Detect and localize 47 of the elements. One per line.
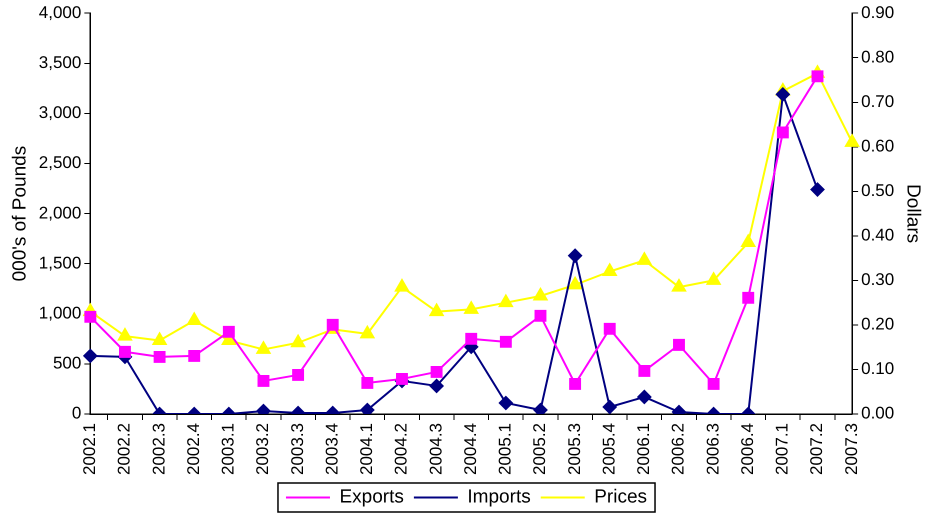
x-tick-label: 2004.4 <box>460 423 480 476</box>
x-tick-label: 2002.2 <box>114 423 134 476</box>
legend-label: Imports <box>467 486 531 508</box>
x-tick-label: 2006.4 <box>738 423 757 476</box>
y-tick-label: 2,500 <box>38 153 82 172</box>
y2-tick-label: 0.00 <box>861 404 894 423</box>
legend-label: Exports <box>339 486 404 508</box>
x-tick-label: 2007.1 <box>772 423 792 476</box>
y2-tick-label: 0.10 <box>861 359 894 378</box>
y2-tick-label: 0.70 <box>861 92 894 111</box>
x-tick-label: 2006.3 <box>703 423 722 476</box>
x-tick-label: 2002.1 <box>80 423 100 476</box>
y-tick-label: 1,500 <box>38 253 82 272</box>
x-tick-label: 2005.4 <box>599 423 618 476</box>
y2-tick-label: 0.80 <box>861 47 894 66</box>
x-tick-label: 2007.2 <box>807 423 826 476</box>
y2-tick-label: 0.90 <box>861 2 894 22</box>
y-axis-title: 000's of Pounds <box>10 146 31 282</box>
x-tick-label: 2005.3 <box>564 423 584 476</box>
y2-tick-label: 0.30 <box>861 270 894 290</box>
y2-tick-label: 0.60 <box>861 136 894 156</box>
x-tick-label: 2002.3 <box>149 423 168 476</box>
x-tick-label: 2003.1 <box>218 423 238 476</box>
y-tick-label: 2,000 <box>38 203 82 222</box>
x-tick-label: 2003.2 <box>253 423 272 476</box>
y-tick-label: 3,000 <box>38 103 82 122</box>
y-tick-label: 4,000 <box>38 2 82 22</box>
x-tick-label: 2007.3 <box>842 423 861 476</box>
y-tick-label: 0 <box>72 404 82 423</box>
y2-tick-label: 0.40 <box>861 226 894 245</box>
x-tick-label: 2003.4 <box>322 423 342 476</box>
x-tick-label: 2003.3 <box>288 423 307 476</box>
y2-tick-label: 0.20 <box>861 314 894 334</box>
legend-label: Prices <box>594 486 648 508</box>
x-tick-label: 2005.2 <box>530 423 550 476</box>
y-tick-label: 1,000 <box>38 303 82 322</box>
y-tick-label: 500 <box>52 354 82 373</box>
x-tick-label: 2004.3 <box>426 423 446 476</box>
x-tick-label: 2006.1 <box>634 423 654 476</box>
y-tick-label: 3,500 <box>38 52 82 72</box>
x-tick-label: 2006.2 <box>668 423 688 476</box>
x-tick-label: 2004.2 <box>392 423 411 476</box>
x-tick-label: 2005.1 <box>496 423 515 476</box>
y2-axis-title: Dollars <box>902 184 924 244</box>
x-tick-label: 2002.4 <box>184 423 203 476</box>
x-tick-label: 2004.1 <box>357 423 376 476</box>
y2-tick-label: 0.50 <box>861 181 894 200</box>
